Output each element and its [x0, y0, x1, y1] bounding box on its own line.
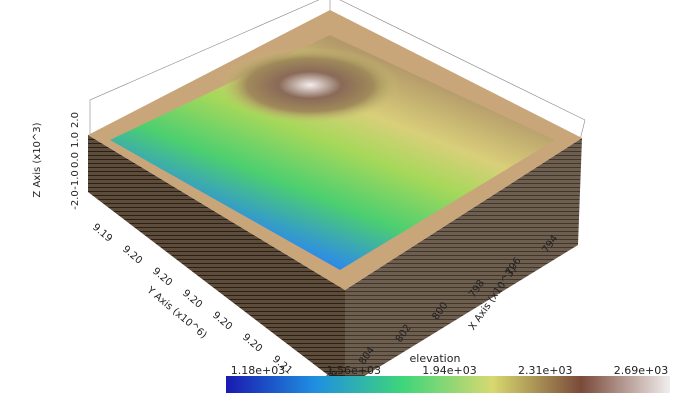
colorbar-tick-label: 1.18e+03: [231, 364, 285, 377]
z-tick-label: -2.0: [70, 190, 81, 210]
colorbar: [226, 376, 670, 393]
colorbar-tick-label: 1.94e+03: [422, 364, 476, 377]
y-tick-label: 9.20: [240, 332, 264, 355]
z-tick-label: 1.0: [70, 132, 81, 148]
y-tick-label: 9.20: [150, 266, 174, 289]
z-tick-label: 0.0: [70, 152, 81, 168]
y-tick-label: 9.20: [210, 310, 234, 333]
render-view: -2.0-1.0 0.0 1.0 2.0 9.19 9.20 9.20 9.20 9.20 9.2…: [0, 0, 681, 395]
colorbar-tick-label: 2.31e+03: [518, 364, 572, 377]
z-tick-label: -1.0: [70, 170, 81, 190]
y-tick-label: 9.19: [90, 222, 114, 245]
y-tick-label: 9.20: [120, 244, 144, 267]
z-tick-label: 2.0: [70, 112, 81, 128]
colorbar-title: elevation: [410, 352, 461, 365]
colorbar-tick-label: 2.69e+03: [614, 364, 668, 377]
y-axis-label: Y Axis (x10^6): [144, 284, 209, 341]
colorbar-tick-label: 1.56e+03: [327, 364, 381, 377]
y-tick-label: 9.20: [180, 288, 204, 311]
z-axis-label: Z Axis (x10^3): [32, 122, 43, 197]
peak: [220, 47, 400, 123]
